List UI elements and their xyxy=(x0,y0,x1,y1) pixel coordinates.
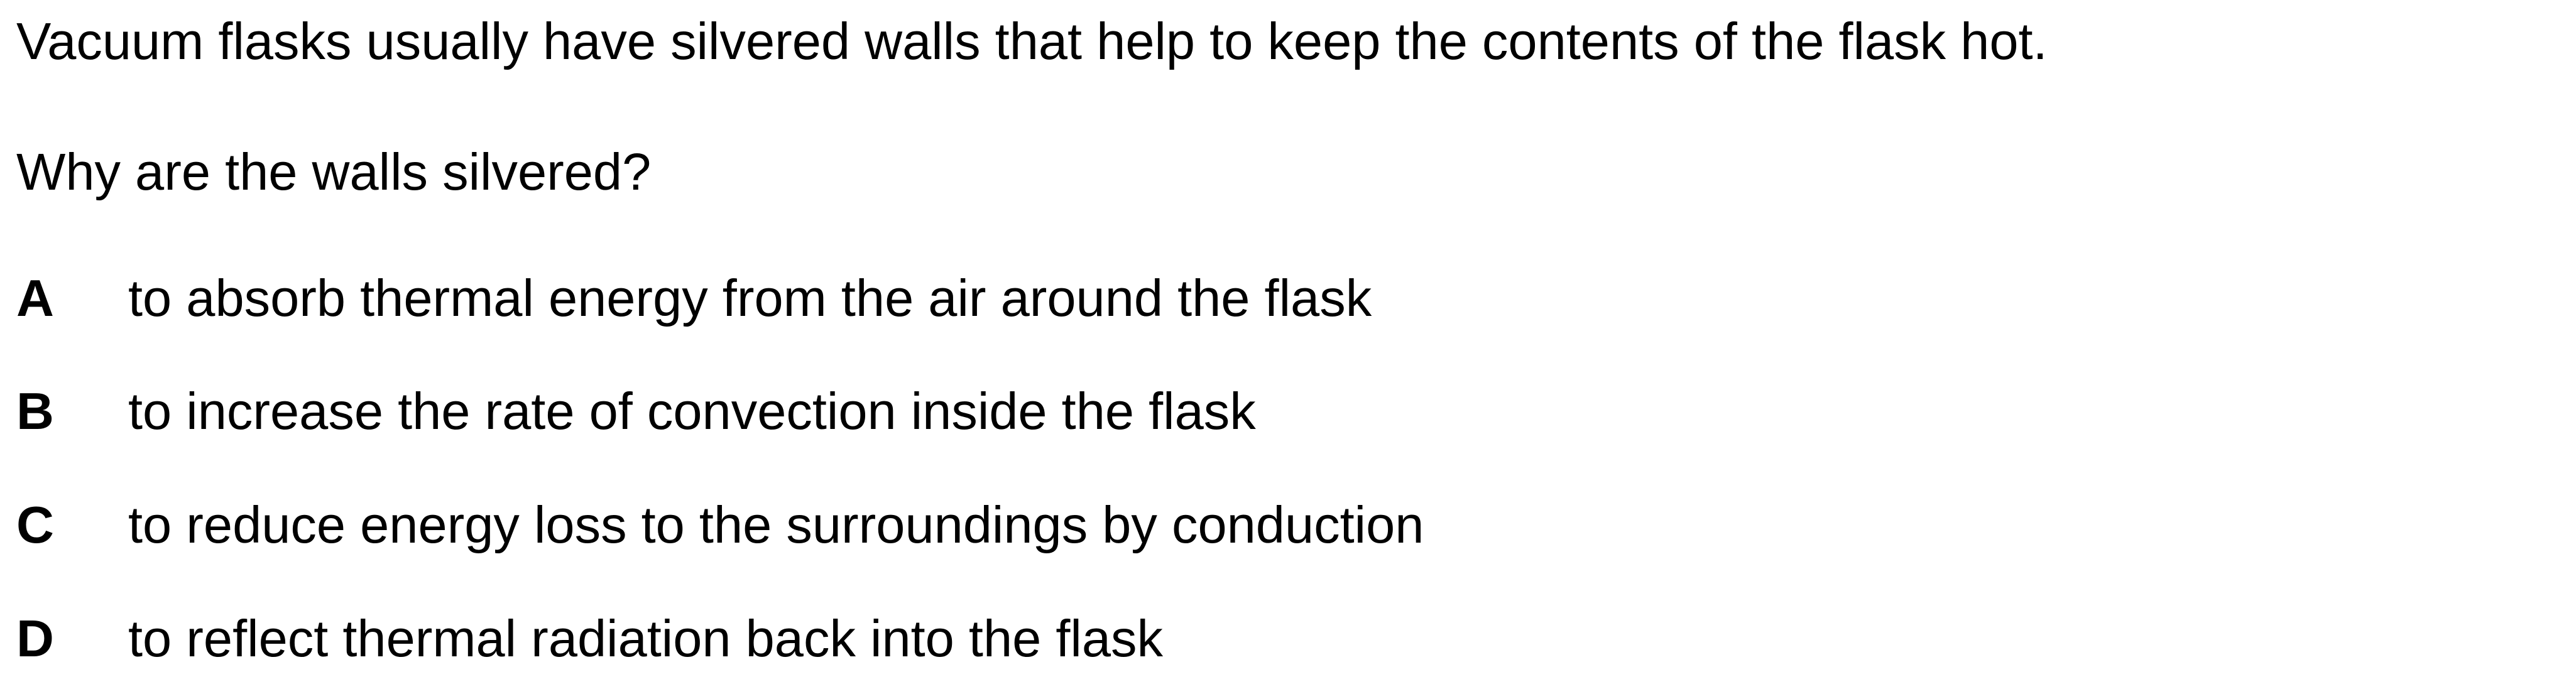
option-text: to reduce energy loss to the surrounding… xyxy=(128,495,1424,554)
question-prompt: Why are the walls silvered? xyxy=(16,143,652,201)
answer-option-b[interactable]: B to increase the rate of convection ins… xyxy=(16,379,1256,442)
option-letter: D xyxy=(16,609,54,668)
answer-option-c[interactable]: C to reduce energy loss to the surroundi… xyxy=(16,493,1424,556)
question-page: Vacuum flasks usually have silvered wall… xyxy=(16,0,2555,694)
answer-option-a[interactable]: A to absorb thermal energy from the air … xyxy=(16,266,1372,329)
option-text: to reflect thermal radiation back into t… xyxy=(128,609,1163,668)
answer-option-d[interactable]: D to reflect thermal radiation back into… xyxy=(16,607,1163,670)
option-letter: A xyxy=(16,268,54,327)
option-letter: C xyxy=(16,495,54,554)
option-text: to increase the rate of convection insid… xyxy=(128,381,1256,440)
question-stem: Vacuum flasks usually have silvered wall… xyxy=(16,12,2048,70)
option-text: to absorb thermal energy from the air ar… xyxy=(128,268,1372,327)
option-letter: B xyxy=(16,381,54,440)
